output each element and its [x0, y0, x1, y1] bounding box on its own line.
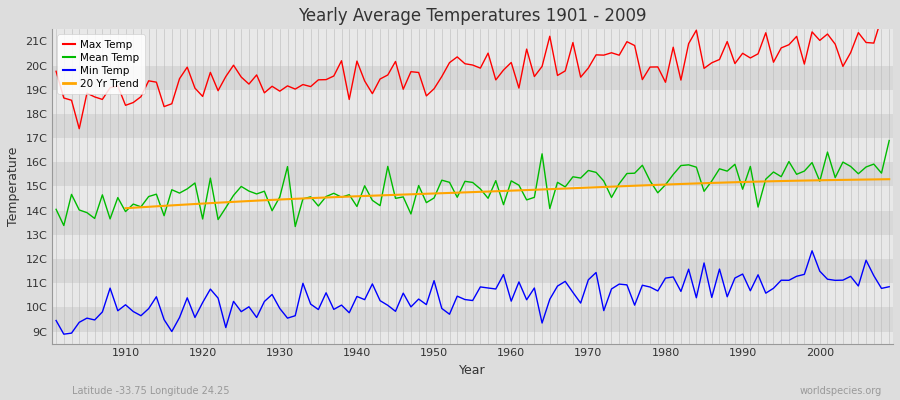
Y-axis label: Temperature: Temperature [7, 147, 20, 226]
Bar [52, 138, 893, 162]
Bar [52, 307, 893, 332]
Bar [52, 41, 893, 66]
Bar [52, 186, 893, 211]
Bar [52, 259, 893, 283]
Bar [52, 162, 893, 186]
Bar [52, 211, 893, 235]
Bar [52, 66, 893, 90]
Text: Latitude -33.75 Longitude 24.25: Latitude -33.75 Longitude 24.25 [72, 386, 230, 396]
X-axis label: Year: Year [459, 364, 486, 377]
Text: worldspecies.org: worldspecies.org [800, 386, 882, 396]
Title: Yearly Average Temperatures 1901 - 2009: Yearly Average Temperatures 1901 - 2009 [299, 7, 647, 25]
Bar [52, 235, 893, 259]
Legend: Max Temp, Mean Temp, Min Temp, 20 Yr Trend: Max Temp, Mean Temp, Min Temp, 20 Yr Tre… [58, 34, 145, 94]
Bar [52, 114, 893, 138]
Bar [52, 283, 893, 307]
Bar [52, 90, 893, 114]
